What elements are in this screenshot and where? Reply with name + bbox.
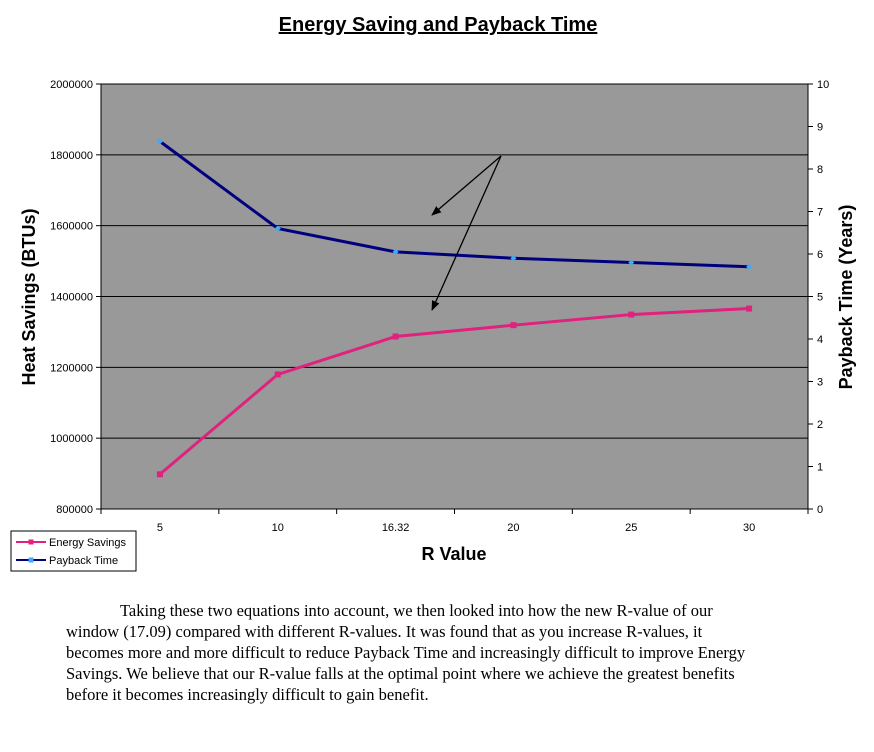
x-axis-title: R Value [421, 544, 486, 564]
x-tick-label: 30 [743, 522, 755, 534]
right-tick-label: 10 [817, 79, 829, 91]
right-axis-ticks: 0 1 2 3 4 5 6 7 8 9 10 [808, 79, 829, 516]
right-tick-label: 9 [817, 122, 823, 134]
data-point-energy-savings [746, 305, 753, 312]
left-tick-label: 1600000 [50, 221, 93, 233]
series-line-energy-savings [158, 307, 750, 476]
data-point-energy-savings [274, 371, 281, 378]
data-point-payback-time [510, 255, 517, 262]
legend-label-energy-savings: Energy Savings [49, 537, 127, 549]
data-point-energy-savings [628, 311, 635, 318]
right-tick-label: 5 [817, 292, 823, 304]
data-point-payback-time [628, 259, 635, 266]
series-line-payback-time [159, 140, 750, 269]
chart: Energy Saving and Payback Time 800000100… [10, 14, 856, 572]
left-tick-label: 1400000 [50, 292, 93, 304]
data-point-payback-time [156, 138, 163, 145]
y-axis-right-title: Payback Time (Years) [836, 205, 856, 390]
right-tick-label: 3 [817, 377, 823, 389]
data-point-energy-savings [392, 333, 399, 340]
x-tick-label: 25 [625, 522, 637, 534]
series-lines [156, 138, 753, 478]
right-tick-label: 0 [817, 504, 823, 516]
left-tick-label: 1000000 [50, 433, 93, 445]
legend-label-payback-time: Payback Time [49, 555, 118, 567]
left-tick-label: 1800000 [50, 150, 93, 162]
right-tick-label: 7 [817, 207, 823, 219]
arrow-to-payback-time [431, 155, 502, 216]
legend-marker-energy-savings [28, 539, 34, 545]
data-point-payback-time [392, 248, 399, 255]
left-tick-label: 1200000 [50, 362, 93, 374]
data-point-energy-savings [510, 322, 517, 329]
x-tick-label: 16.32 [382, 522, 410, 534]
legend-marker-payback-time [28, 557, 34, 563]
data-point-energy-savings [156, 471, 163, 478]
right-tick-label: 2 [817, 419, 823, 431]
gridlines [101, 154, 808, 439]
data-point-payback-time [274, 225, 281, 232]
right-tick-label: 8 [817, 164, 823, 176]
y-axis-left-title: Heat Savings (BTUs) [19, 208, 39, 385]
data-point-payback-time [746, 263, 753, 270]
legend-box [10, 530, 137, 572]
chart-title: Energy Saving and Payback Time [279, 14, 598, 36]
right-tick-label: 6 [817, 249, 823, 261]
right-tick-label: 1 [817, 462, 823, 474]
body-paragraph: Taking these two equations into account,… [66, 601, 746, 704]
left-axis-ticks: 800000 1000000 1200000 1400000 1600000 180000… [50, 79, 101, 516]
x-axis-ticks: 5 10 16.32 20 25 30 [100, 509, 809, 534]
x-tick-label: 5 [157, 522, 163, 534]
left-tick-label: 2000000 [50, 79, 93, 91]
right-tick-label: 4 [817, 334, 823, 346]
legend: Energy Savings Payback Time [10, 530, 137, 572]
x-tick-label: 10 [272, 522, 284, 534]
annotation-arrows [431, 155, 502, 311]
arrow-to-energy-savings [431, 155, 502, 311]
left-tick-label: 800000 [56, 504, 93, 516]
x-tick-label: 20 [507, 522, 519, 534]
